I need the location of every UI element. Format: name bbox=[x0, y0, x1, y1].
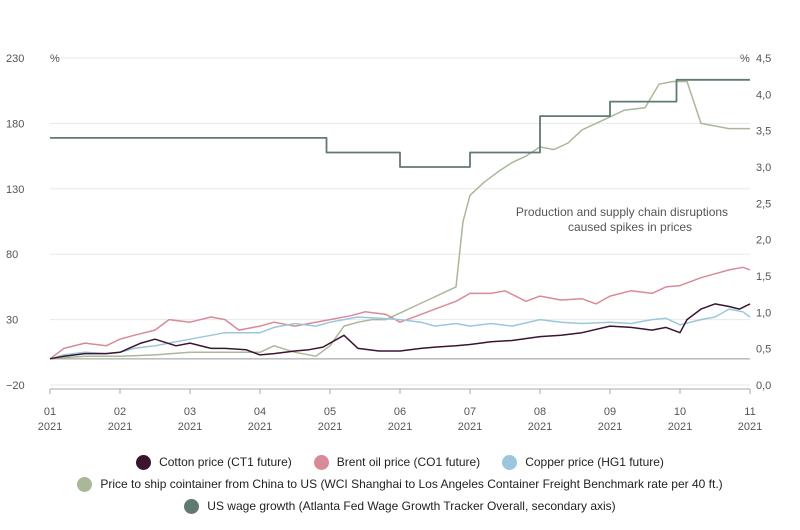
legend-row-1: Cotton price (CT1 future) Brent oil pric… bbox=[0, 451, 800, 473]
right-axis-unit: % bbox=[740, 53, 750, 65]
left-tick-label: 80 bbox=[6, 249, 18, 261]
x-tick-month: 06 bbox=[394, 406, 406, 418]
x-tick-month: 05 bbox=[324, 406, 336, 418]
legend-row-2: Price to ship cointainer from China to U… bbox=[0, 473, 800, 495]
x-tick-year: 2021 bbox=[598, 421, 622, 433]
x-tick-year: 2021 bbox=[318, 421, 342, 433]
series-line-brent bbox=[49, 266, 751, 360]
x-tick-year: 2021 bbox=[528, 421, 552, 433]
legend-label-copper: Copper price (HG1 future) bbox=[525, 455, 664, 469]
right-tick-label: 0,0 bbox=[756, 380, 771, 392]
x-tick-year: 2021 bbox=[38, 421, 62, 433]
legend-swatch-copper bbox=[502, 454, 518, 470]
legend-label-brent: Brent oil price (CO1 future) bbox=[336, 455, 481, 469]
x-tick-month: 07 bbox=[464, 406, 476, 418]
x-tick-year: 2021 bbox=[108, 421, 132, 433]
series-lines bbox=[49, 78, 751, 360]
left-tick-label: −20 bbox=[6, 380, 25, 392]
x-tick-year: 2021 bbox=[248, 421, 272, 433]
legend-swatch-brent bbox=[313, 454, 329, 470]
left-axis-unit: % bbox=[50, 53, 60, 65]
legend-swatch-wage bbox=[184, 498, 200, 514]
x-tick-year: 2021 bbox=[668, 421, 692, 433]
series-line-copper bbox=[49, 308, 751, 360]
x-tick-year: 2021 bbox=[388, 421, 412, 433]
right-tick-label: 1,5 bbox=[756, 271, 771, 283]
legend-item-copper: Copper price (HG1 future) bbox=[502, 454, 664, 470]
legend-label-cotton: Cotton price (CT1 future) bbox=[159, 455, 292, 469]
x-tick-month: 09 bbox=[604, 406, 616, 418]
x-tick-month: 04 bbox=[254, 406, 266, 418]
annotation-line-2: caused spikes in prices bbox=[568, 220, 692, 234]
left-tick-label: 230 bbox=[6, 53, 24, 65]
right-tick-label: 1,0 bbox=[756, 307, 771, 319]
x-tick-month: 03 bbox=[184, 406, 196, 418]
x-tick-month: 10 bbox=[674, 406, 686, 418]
legend-label-wage: US wage growth (Atlanta Fed Wage Growth … bbox=[207, 499, 616, 513]
right-tick-label: 2,5 bbox=[756, 198, 771, 210]
x-tick-year: 2021 bbox=[458, 421, 482, 433]
right-axis-ticks: 4,5 4,0 3,5 3,0 2,5 2,0 1,5 1,0 0,5 0,0 bbox=[756, 53, 771, 392]
legend-item-cotton: Cotton price (CT1 future) bbox=[136, 454, 292, 470]
legend-row-3: US wage growth (Atlanta Fed Wage Growth … bbox=[0, 495, 800, 517]
left-tick-label: 180 bbox=[6, 118, 24, 130]
left-axis-ticks: 230 180 130 80 30 −20 bbox=[6, 53, 25, 392]
series-line-shipping bbox=[49, 80, 750, 360]
series-line-wage bbox=[50, 78, 750, 168]
left-tick-label: 30 bbox=[6, 315, 18, 327]
legend-item-brent: Brent oil price (CO1 future) bbox=[313, 454, 481, 470]
legend-item-shipping: Price to ship cointainer from China to U… bbox=[77, 476, 723, 492]
x-tick-year: 2021 bbox=[178, 421, 202, 433]
right-tick-label: 3,5 bbox=[756, 126, 771, 138]
line-chart: 230 180 130 80 30 −20 4,5 4,0 3,5 3,0 2,5 2,0 1,5 1,… bbox=[6, 53, 771, 433]
x-tick-month: 11 bbox=[744, 406, 755, 418]
x-tick-month: 01 bbox=[44, 406, 56, 418]
right-tick-label: 4,5 bbox=[756, 53, 771, 65]
x-tick-month: 08 bbox=[534, 406, 546, 418]
legend-item-wage: US wage growth (Atlanta Fed Wage Growth … bbox=[184, 498, 616, 514]
x-tick-month: 02 bbox=[114, 406, 126, 418]
right-tick-label: 4,0 bbox=[756, 89, 771, 101]
series-line-cotton bbox=[49, 303, 751, 360]
legend: Cotton price (CT1 future) Brent oil pric… bbox=[0, 451, 800, 517]
right-tick-label: 3,0 bbox=[756, 162, 771, 174]
legend-swatch-shipping bbox=[77, 476, 93, 492]
x-axis: 01 2021 02 2021 03 2021 04 2021 05 2021 06 2021 07 20… bbox=[38, 388, 762, 433]
left-tick-label: 130 bbox=[6, 184, 24, 196]
right-tick-label: 2,0 bbox=[756, 235, 771, 247]
legend-swatch-cotton bbox=[136, 454, 152, 470]
legend-label-shipping: Price to ship cointainer from China to U… bbox=[100, 477, 723, 491]
annotation-line-1: Production and supply chain disruptions bbox=[516, 205, 728, 219]
x-tick-year: 2021 bbox=[738, 421, 762, 433]
right-tick-label: 0,5 bbox=[756, 344, 771, 356]
